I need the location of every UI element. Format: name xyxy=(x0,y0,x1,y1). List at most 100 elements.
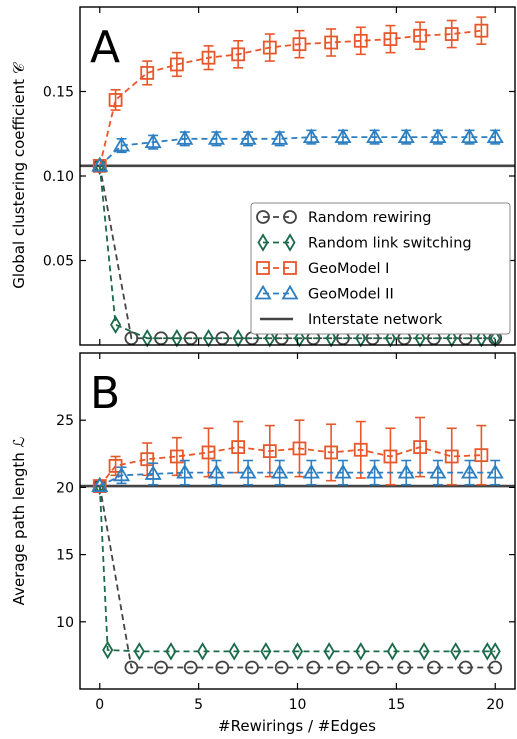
legend-item-interstate: Interstate network xyxy=(260,312,443,328)
data-point xyxy=(323,642,335,661)
legend-item-random-rewiring: Random rewiring xyxy=(256,210,431,226)
data-point xyxy=(102,640,114,660)
data-point xyxy=(325,328,337,348)
panel-letter: A xyxy=(90,22,120,73)
legend-marker xyxy=(283,210,297,224)
data-point xyxy=(365,660,380,675)
data-point xyxy=(474,448,489,463)
data-point xyxy=(334,463,352,479)
y-tick-label: 25 xyxy=(56,413,74,429)
panel-B: 0 5 10 15 20 10 15 20 25 Average path length ℒ B xyxy=(10,352,516,713)
data-point xyxy=(324,35,339,50)
legend-marker xyxy=(256,210,270,224)
data-point xyxy=(232,328,244,348)
series-line xyxy=(99,446,482,487)
data-point xyxy=(271,130,289,145)
data-point xyxy=(458,660,473,675)
y-tick-label: 0.10 xyxy=(43,169,74,185)
legend-marker xyxy=(254,284,272,300)
data-point xyxy=(231,47,246,62)
data-point xyxy=(245,660,259,675)
x-tick-label: 20 xyxy=(486,697,504,713)
data-point xyxy=(446,328,458,348)
data-point xyxy=(444,449,459,464)
x-axis-label: #Rewirings / #Edges xyxy=(218,717,376,735)
y-tick-label: 15 xyxy=(56,548,74,564)
data-point xyxy=(353,33,368,48)
data-point xyxy=(475,328,487,348)
data-point xyxy=(489,642,501,661)
data-point xyxy=(176,463,194,479)
data-point xyxy=(262,40,277,55)
data-point xyxy=(124,660,139,675)
data-point xyxy=(154,660,168,675)
data-point xyxy=(488,660,503,675)
data-point xyxy=(413,440,427,454)
data-point xyxy=(383,32,398,47)
data-point xyxy=(262,444,277,459)
data-point xyxy=(201,445,216,460)
legend-label: Interstate network xyxy=(308,312,443,328)
series-geomodel-1 xyxy=(92,416,489,493)
legend-label: GeoModel II xyxy=(308,287,394,303)
legend-label: Random link switching xyxy=(308,236,472,252)
data-point xyxy=(202,328,215,348)
data-point xyxy=(355,642,367,661)
y-axis-label: Average path length ℒ xyxy=(10,437,28,606)
data-point xyxy=(486,128,504,144)
panel-A: 0.05 0.10 0.15 Global clustering coefficien… xyxy=(10,6,516,348)
data-point xyxy=(302,463,320,479)
data-point xyxy=(165,642,177,661)
legend-marker xyxy=(283,261,297,275)
data-point xyxy=(124,331,139,346)
legend-label: GeoModel I xyxy=(308,261,389,277)
data-point xyxy=(383,449,398,464)
data-point xyxy=(183,660,198,675)
data-point xyxy=(239,463,257,479)
y-tick-label: 10 xyxy=(56,615,74,631)
panel-letter: B xyxy=(90,368,120,419)
data-point xyxy=(386,642,398,661)
data-point xyxy=(169,449,184,464)
data-point xyxy=(231,440,246,454)
data-point xyxy=(460,463,479,479)
data-point xyxy=(201,50,216,65)
x-tick-label: 10 xyxy=(289,697,307,713)
data-point xyxy=(91,157,109,172)
data-point xyxy=(292,37,307,52)
data-point xyxy=(215,660,230,675)
y-tick-label: 20 xyxy=(56,480,74,496)
y-axis-label: Global clustering coefficient 𝒞 xyxy=(10,61,28,289)
data-point xyxy=(144,465,162,480)
data-point xyxy=(450,642,462,661)
data-point xyxy=(486,463,504,479)
y-tick-label: 0.05 xyxy=(43,254,74,270)
data-point xyxy=(239,130,257,145)
legend-item-geomodel-2: GeoModel II xyxy=(254,284,394,303)
data-point xyxy=(474,23,489,38)
legend-marker xyxy=(257,233,269,252)
data-point xyxy=(355,328,367,348)
legend-item-random-link-switching: Random link switching xyxy=(257,233,472,252)
data-point xyxy=(112,466,131,482)
data-point xyxy=(271,463,289,479)
data-point xyxy=(366,463,384,479)
data-point xyxy=(108,93,123,107)
series-geomodel-1 xyxy=(92,16,489,173)
series-line xyxy=(99,471,496,487)
data-point xyxy=(108,458,123,473)
data-point xyxy=(418,642,430,661)
series-random-link-switching xyxy=(94,476,501,661)
data-point xyxy=(176,130,194,145)
data-point xyxy=(197,642,209,661)
data-point xyxy=(302,128,320,144)
data-point xyxy=(141,328,153,348)
data-point xyxy=(427,660,441,675)
series-random-link-switching xyxy=(94,156,501,348)
series-geomodel-2 xyxy=(91,128,504,172)
data-point xyxy=(292,441,307,456)
data-point xyxy=(112,136,131,152)
data-point xyxy=(140,66,155,80)
plot-frame xyxy=(79,352,516,690)
